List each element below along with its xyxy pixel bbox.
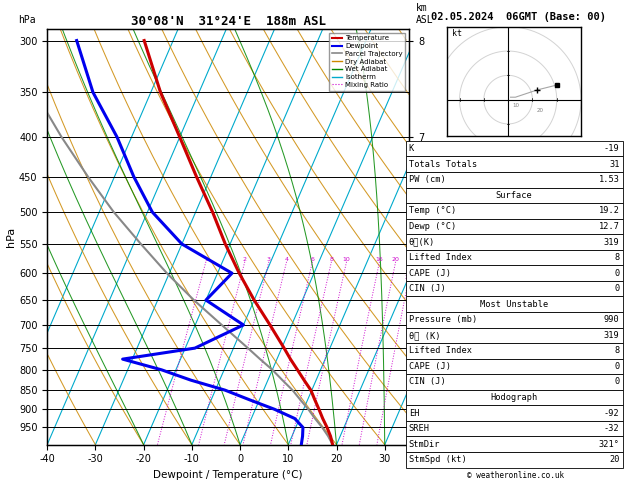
- Text: EH: EH: [409, 409, 420, 417]
- Text: © weatheronline.co.uk: © weatheronline.co.uk: [467, 471, 564, 480]
- Text: 19.2: 19.2: [599, 207, 620, 215]
- Text: PW (cm): PW (cm): [409, 175, 445, 184]
- Text: CIN (J): CIN (J): [409, 378, 445, 386]
- Text: 10: 10: [512, 103, 519, 108]
- Text: km
ASL: km ASL: [416, 3, 434, 25]
- Text: 3: 3: [267, 257, 271, 262]
- Text: CAPE (J): CAPE (J): [409, 362, 451, 371]
- Text: 321°: 321°: [599, 440, 620, 449]
- Text: 1LCL: 1LCL: [409, 396, 428, 404]
- Text: 8: 8: [330, 257, 333, 262]
- X-axis label: Dewpoint / Temperature (°C): Dewpoint / Temperature (°C): [153, 470, 303, 480]
- Text: 319: 319: [604, 238, 620, 246]
- Text: 16: 16: [376, 257, 383, 262]
- Text: 1: 1: [204, 257, 208, 262]
- Text: -32: -32: [604, 424, 620, 433]
- Text: Temp (°C): Temp (°C): [409, 207, 456, 215]
- Text: 2: 2: [243, 257, 247, 262]
- Text: 319: 319: [604, 331, 620, 340]
- Text: 25: 25: [404, 275, 413, 280]
- Text: 8: 8: [615, 253, 620, 262]
- Text: θᴄ (K): θᴄ (K): [409, 331, 440, 340]
- Text: θᴄ(K): θᴄ(K): [409, 238, 435, 246]
- Text: 4: 4: [284, 257, 289, 262]
- Legend: Temperature, Dewpoint, Parcel Trajectory, Dry Adiabat, Wet Adiabat, Isotherm, Mi: Temperature, Dewpoint, Parcel Trajectory…: [329, 33, 405, 90]
- Text: CAPE (J): CAPE (J): [409, 269, 451, 278]
- Text: 12.7: 12.7: [599, 222, 620, 231]
- Text: 0: 0: [615, 284, 620, 293]
- Text: hPa: hPa: [18, 15, 36, 25]
- Text: Totals Totals: Totals Totals: [409, 160, 477, 169]
- Text: StmSpd (kt): StmSpd (kt): [409, 455, 467, 464]
- Y-axis label: Mixing Ratio (g/kg): Mixing Ratio (g/kg): [435, 194, 444, 280]
- Text: -19: -19: [604, 144, 620, 153]
- Text: 02.05.2024  06GMT (Base: 00): 02.05.2024 06GMT (Base: 00): [431, 12, 606, 22]
- Text: 990: 990: [604, 315, 620, 324]
- Text: 0: 0: [615, 378, 620, 386]
- Text: 0: 0: [615, 269, 620, 278]
- Text: 20: 20: [536, 108, 543, 113]
- Text: 20: 20: [609, 455, 620, 464]
- Text: SREH: SREH: [409, 424, 430, 433]
- Text: 20: 20: [392, 257, 399, 262]
- Text: Dewp (°C): Dewp (°C): [409, 222, 456, 231]
- Text: CIN (J): CIN (J): [409, 284, 445, 293]
- Text: 10: 10: [343, 257, 350, 262]
- Text: StmDir: StmDir: [409, 440, 440, 449]
- Text: Lifted Index: Lifted Index: [409, 253, 472, 262]
- Text: -92: -92: [604, 409, 620, 417]
- Text: Most Unstable: Most Unstable: [480, 300, 548, 309]
- Text: 6: 6: [311, 257, 314, 262]
- Text: 8: 8: [615, 347, 620, 355]
- Text: Lifted Index: Lifted Index: [409, 347, 472, 355]
- Text: Surface: Surface: [496, 191, 533, 200]
- Text: K: K: [409, 144, 414, 153]
- Text: 1.53: 1.53: [599, 175, 620, 184]
- Y-axis label: hPa: hPa: [6, 227, 16, 247]
- Text: Hodograph: Hodograph: [491, 393, 538, 402]
- Text: Pressure (mb): Pressure (mb): [409, 315, 477, 324]
- Title: 30°08'N  31°24'E  188m ASL: 30°08'N 31°24'E 188m ASL: [130, 15, 326, 28]
- Text: 31: 31: [609, 160, 620, 169]
- Text: kt: kt: [452, 30, 462, 38]
- Text: 0: 0: [615, 362, 620, 371]
